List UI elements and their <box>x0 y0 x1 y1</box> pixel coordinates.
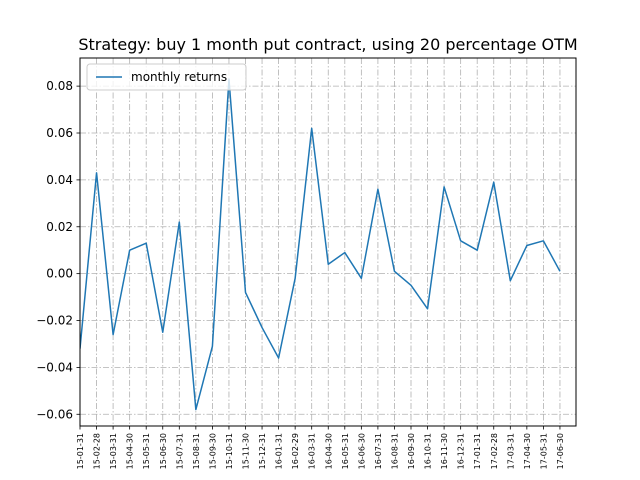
chart-title: Strategy: buy 1 month put contract, usin… <box>78 35 577 54</box>
x-tick-label: 16-07-31 <box>374 433 383 469</box>
x-tick-label: 15-07-31 <box>175 433 184 469</box>
x-tick-label: 15-11-30 <box>242 433 251 469</box>
x-tick-label: 16-09-30 <box>407 433 416 469</box>
legend: monthly returns <box>86 63 247 91</box>
x-tick-label: 15-02-28 <box>93 433 102 469</box>
x-tick-label: 17-03-31 <box>506 433 515 469</box>
x-tick-label: 15-06-30 <box>159 433 168 469</box>
x-tick-label: 15-03-31 <box>109 433 118 469</box>
x-tick-label: 15-08-31 <box>192 433 201 469</box>
x-axis: 15-01-31 15-02-28 15-03-31 15-04-30 15-05-31… <box>76 426 565 469</box>
x-tick-label: 15-09-30 <box>208 433 217 469</box>
legend-box <box>86 63 247 91</box>
x-tick-label: 17-06-30 <box>556 433 565 469</box>
y-axis: −0.06 −0.04 −0.02 0.00 0.02 0.04 0.06 0.08 <box>36 79 80 421</box>
x-tick-label: 16-08-31 <box>390 433 399 469</box>
x-tick-label: 17-01-31 <box>473 433 482 469</box>
y-tick-label: −0.02 <box>36 314 73 328</box>
x-tick-label: 16-01-31 <box>275 433 284 469</box>
x-tick-label: 15-10-31 <box>225 433 234 469</box>
x-tick-label: 16-12-31 <box>457 433 466 469</box>
x-tick-label: 16-05-31 <box>341 433 350 469</box>
x-tick-label: 16-02-29 <box>291 433 300 469</box>
y-tick-label: 0.02 <box>46 220 73 234</box>
x-tick-label: 15-01-31 <box>76 433 85 469</box>
x-tick-label: 16-03-31 <box>308 433 317 469</box>
legend-label: monthly returns <box>131 70 227 84</box>
x-tick-label: 15-12-31 <box>258 433 267 469</box>
y-tick-label: 0.08 <box>46 79 73 93</box>
series-line <box>80 78 561 411</box>
x-tick-label: 16-06-30 <box>357 433 366 469</box>
y-tick-label: 0.04 <box>46 173 73 187</box>
y-tick-label: 0.00 <box>46 267 73 281</box>
x-tick-label: 16-10-31 <box>424 433 433 469</box>
y-tick-label: 0.06 <box>46 126 73 140</box>
y-tick-label: −0.06 <box>36 407 73 421</box>
x-tick-label: 15-04-30 <box>126 433 135 469</box>
x-tick-label: 16-04-30 <box>324 433 333 469</box>
x-tick-label: 16-11-30 <box>440 433 449 469</box>
y-tick-label: −0.04 <box>36 360 73 374</box>
x-tick-label: 17-05-31 <box>539 433 548 469</box>
x-tick-label: 17-02-28 <box>490 433 499 469</box>
x-tick-label: 17-04-30 <box>523 433 532 469</box>
x-tick-label: 15-05-31 <box>142 433 151 469</box>
series-layer <box>80 78 561 411</box>
